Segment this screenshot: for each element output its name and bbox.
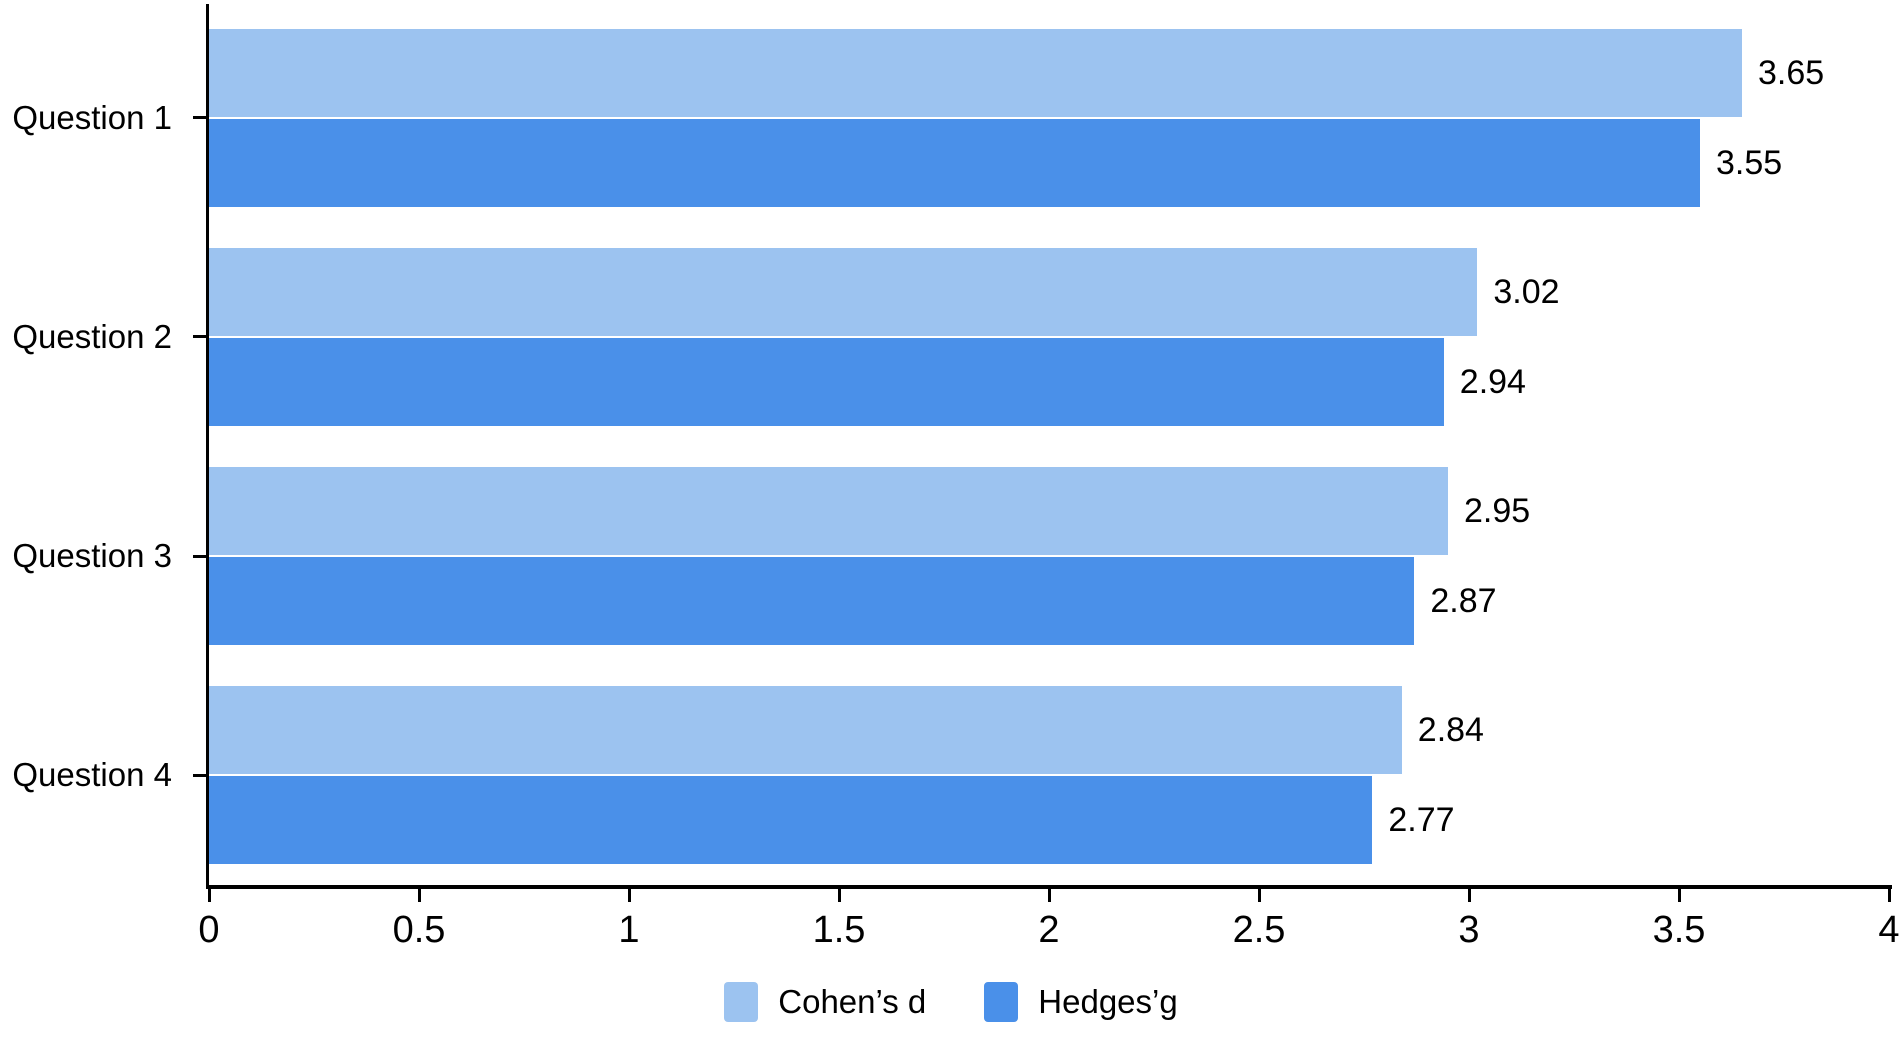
bar-hedges-g-question-3 xyxy=(209,557,1415,646)
x-tick-1-5 xyxy=(837,889,841,902)
bar-cohen-s-d-question-4 xyxy=(209,686,1402,775)
bar-cohen-s-d-question-2 xyxy=(209,247,1478,336)
x-tick-4 xyxy=(1887,889,1891,902)
legend: Cohen’s d Hedges’g xyxy=(0,980,1902,1024)
bar-hedges-g-question-4 xyxy=(209,776,1373,865)
x-tick-3-5 xyxy=(1677,889,1681,902)
value-label-hedges-g-question-1: 3.55 xyxy=(1716,143,1783,182)
bar-cohen-s-d-question-1 xyxy=(209,28,1742,117)
legend-label-hedges-g: Hedges’g xyxy=(1038,983,1178,1020)
legend-swatch-cohen-s-d xyxy=(724,982,759,1022)
value-label-hedges-g-question-3: 2.87 xyxy=(1430,582,1497,621)
legend-item-cohen-s-d: Cohen’s d xyxy=(724,982,926,1022)
category-label-question-4: Question 4 xyxy=(12,756,172,794)
y-tick-question-3 xyxy=(193,554,206,558)
x-tick-2-5 xyxy=(1257,889,1261,902)
x-tick-label-3-5: 3.5 xyxy=(1652,909,1706,951)
x-tick-label-1: 1 xyxy=(618,909,640,951)
x-axis-line xyxy=(206,885,1892,889)
legend-swatch-hedges-g xyxy=(984,982,1019,1022)
bar-hedges-g-question-1 xyxy=(209,118,1700,207)
category-label-question-1: Question 1 xyxy=(12,98,172,136)
x-tick-label-3: 3 xyxy=(1458,909,1480,951)
x-tick-label-2: 2 xyxy=(1038,909,1060,951)
y-axis-line xyxy=(206,4,209,889)
x-tick-label-0-5: 0.5 xyxy=(392,909,446,951)
x-tick-0 xyxy=(207,889,211,902)
x-tick-0-5 xyxy=(417,889,421,902)
x-tick-label-2-5: 2.5 xyxy=(1232,909,1286,951)
value-label-cohen-s-d-question-3: 2.95 xyxy=(1464,492,1531,531)
value-label-hedges-g-question-2: 2.94 xyxy=(1459,362,1526,401)
y-tick-question-1 xyxy=(193,116,206,120)
legend-label-cohen-s-d: Cohen’s d xyxy=(778,983,927,1020)
value-label-cohen-s-d-question-4: 2.84 xyxy=(1417,711,1484,750)
bar-hedges-g-question-2 xyxy=(209,337,1444,426)
x-tick-3 xyxy=(1467,889,1471,902)
value-label-hedges-g-question-4: 2.77 xyxy=(1388,801,1455,840)
x-tick-label-4: 4 xyxy=(1878,909,1900,951)
x-tick-2 xyxy=(1047,889,1051,902)
x-tick-label-1-5: 1.5 xyxy=(812,909,866,951)
y-tick-question-2 xyxy=(193,335,206,339)
category-label-question-3: Question 3 xyxy=(12,537,172,575)
y-tick-question-4 xyxy=(193,773,206,777)
value-label-cohen-s-d-question-2: 3.02 xyxy=(1493,272,1560,311)
value-label-cohen-s-d-question-1: 3.65 xyxy=(1758,53,1825,92)
x-tick-label-0: 0 xyxy=(198,909,220,951)
category-label-question-2: Question 2 xyxy=(12,317,172,355)
x-tick-1 xyxy=(627,889,631,902)
legend-item-hedges-g: Hedges’g xyxy=(984,982,1178,1022)
bar-cohen-s-d-question-3 xyxy=(209,467,1448,556)
